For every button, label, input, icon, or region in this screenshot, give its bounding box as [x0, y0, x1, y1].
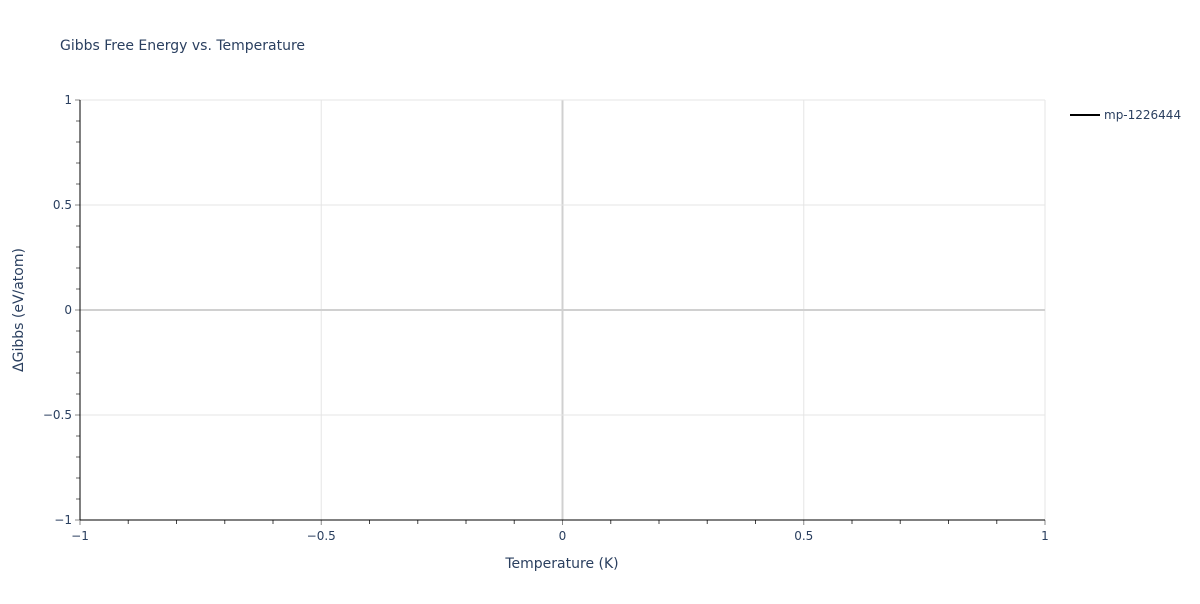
y-tick-label: 0.5	[53, 198, 72, 212]
x-axis-label: Temperature (K)	[504, 556, 618, 572]
y-tick-label: 0	[64, 303, 72, 317]
legend[interactable]: mp-1226444	[1070, 108, 1181, 122]
y-axis-label: ΔGibbs (eV/atom)	[11, 248, 27, 372]
legend-label: mp-1226444	[1104, 108, 1181, 122]
y-tick-label: 1	[64, 93, 72, 107]
x-tick-label: 0	[559, 529, 567, 543]
axes: −1 −0.5 0 0.5 1 −1 −0.5 0 0.5 1	[43, 93, 1049, 543]
y-tick-label: −1	[54, 513, 72, 527]
y-tick-label: −0.5	[43, 408, 72, 422]
grid	[80, 99, 1046, 520]
chart-title: Gibbs Free Energy vs. Temperature	[60, 38, 305, 54]
x-tick-label: 0.5	[794, 529, 813, 543]
x-tick-label: −0.5	[307, 529, 336, 543]
x-tick-label: −1	[71, 529, 89, 543]
x-tick-label: 1	[1041, 529, 1049, 543]
